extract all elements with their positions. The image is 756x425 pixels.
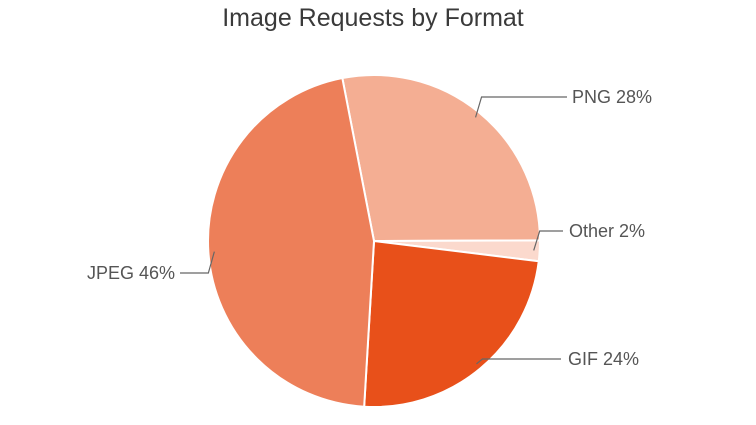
leader-line-other <box>533 230 563 251</box>
chart-title: Image Requests by Format <box>222 4 524 32</box>
pie-slice-jpeg <box>207 76 376 408</box>
slice-label-other: Other 2% <box>569 221 645 241</box>
pie-slice-gif <box>363 239 540 408</box>
leader-line-png <box>474 96 567 118</box>
slice-label-jpeg: JPEG 46% <box>87 263 175 283</box>
slice-label-png: PNG 28% <box>572 87 652 107</box>
leader-line-jpeg <box>180 251 215 274</box>
pie-slice-png <box>341 74 542 243</box>
slice-label-gif: GIF 24% <box>568 349 639 369</box>
leader-line-gif <box>476 358 561 365</box>
